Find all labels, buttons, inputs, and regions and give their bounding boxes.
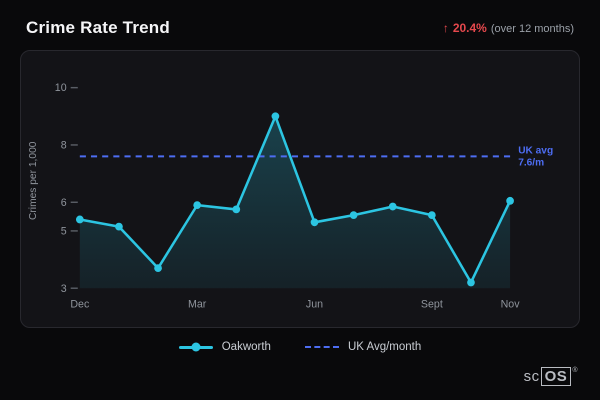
svg-text:5: 5	[61, 225, 67, 237]
line-series-swatch-icon	[178, 342, 213, 352]
trend-indicator: ↑ 20.4% (over 12 months)	[443, 21, 574, 35]
svg-text:Nov: Nov	[501, 299, 521, 311]
chart-legend: Oakworth UK Avg/month	[0, 341, 600, 353]
legend-label: UK Avg/month	[347, 341, 422, 353]
svg-text:6: 6	[61, 197, 67, 209]
legend-item-oakworth[interactable]: Oakworth	[178, 341, 271, 353]
svg-text:UK avg: UK avg	[518, 145, 553, 156]
svg-text:Sept: Sept	[421, 299, 443, 311]
svg-text:8: 8	[61, 139, 67, 151]
chart-card: 10 8 6 5 3 Dec Mar Jun Sept Nov Crimes per 1,000 UK…	[20, 50, 580, 328]
up-arrow-icon: ↑	[442, 21, 449, 35]
svg-text:Jun: Jun	[306, 299, 323, 311]
page-title: Crime Rate Trend	[26, 18, 170, 37]
logo-box: OS	[540, 366, 572, 386]
svg-text:10: 10	[55, 82, 67, 94]
trend-percentage: 20.4%	[452, 21, 487, 35]
registered-mark-icon: ®	[572, 366, 578, 374]
svg-text:Mar: Mar	[188, 299, 207, 311]
trend-caption: (over 12 months)	[490, 23, 574, 35]
legend-item-uk-avg[interactable]: UK Avg/month	[304, 341, 422, 353]
svg-text:Dec: Dec	[70, 299, 90, 311]
scos-logo: sc OS ®	[523, 366, 578, 386]
logo-prefix: sc	[523, 367, 540, 385]
svg-text:3: 3	[61, 283, 67, 295]
svg-text:Crimes per 1,000: Crimes per 1,000	[28, 141, 39, 220]
dashed-line-swatch-icon	[304, 346, 339, 348]
legend-label: Oakworth	[221, 341, 271, 353]
page-header: Crime Rate Trend ↑ 20.4% (over 12 months…	[0, 0, 600, 48]
data-point-dot-icon	[191, 342, 201, 352]
svg-text:7.6/m: 7.6/m	[518, 158, 544, 169]
